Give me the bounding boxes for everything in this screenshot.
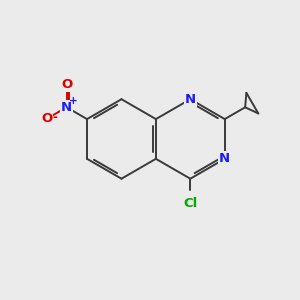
Text: +: +: [69, 96, 77, 106]
Text: Cl: Cl: [183, 197, 197, 210]
Text: N: N: [61, 101, 72, 114]
Text: N: N: [219, 152, 230, 165]
Text: O: O: [61, 78, 72, 91]
Text: O: O: [41, 112, 52, 125]
Text: N: N: [185, 93, 196, 106]
Text: -: -: [52, 111, 57, 124]
